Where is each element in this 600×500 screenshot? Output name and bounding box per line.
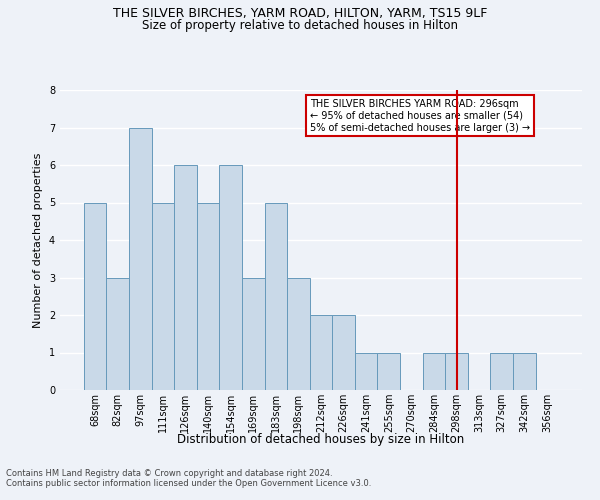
Text: Size of property relative to detached houses in Hilton: Size of property relative to detached ho… <box>142 19 458 32</box>
Bar <box>84 202 106 390</box>
Bar <box>152 202 174 390</box>
Bar <box>355 352 377 390</box>
Bar <box>220 165 242 390</box>
Bar <box>174 165 197 390</box>
Text: THE SILVER BIRCHES, YARM ROAD, HILTON, YARM, TS15 9LF: THE SILVER BIRCHES, YARM ROAD, HILTON, Y… <box>113 8 487 20</box>
Bar <box>332 315 355 390</box>
Text: Distribution of detached houses by size in Hilton: Distribution of detached houses by size … <box>178 432 464 446</box>
Bar <box>490 352 513 390</box>
Bar <box>310 315 332 390</box>
Bar <box>197 202 220 390</box>
Bar <box>129 128 152 390</box>
Bar <box>422 352 445 390</box>
Bar <box>513 352 536 390</box>
Text: THE SILVER BIRCHES YARM ROAD: 296sqm
← 95% of detached houses are smaller (54)
5: THE SILVER BIRCHES YARM ROAD: 296sqm ← 9… <box>310 100 530 132</box>
Y-axis label: Number of detached properties: Number of detached properties <box>34 152 43 328</box>
Bar <box>106 278 129 390</box>
Bar <box>265 202 287 390</box>
Bar <box>242 278 265 390</box>
Text: Contains HM Land Registry data © Crown copyright and database right 2024.: Contains HM Land Registry data © Crown c… <box>6 468 332 477</box>
Bar <box>445 352 468 390</box>
Text: Contains public sector information licensed under the Open Government Licence v3: Contains public sector information licen… <box>6 478 371 488</box>
Bar <box>377 352 400 390</box>
Bar <box>287 278 310 390</box>
